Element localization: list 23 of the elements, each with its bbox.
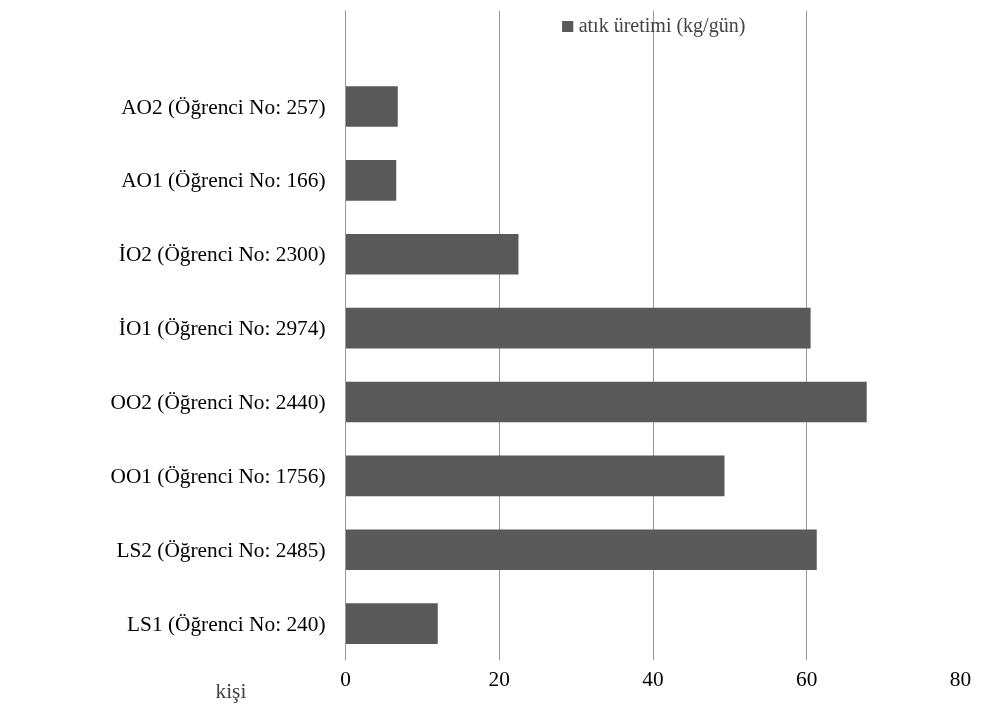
bar (345, 86, 398, 127)
y-tick-label: OO1 (Öğrenci No: 1756) (110, 463, 326, 488)
y-tick-label: İO2 (Öğrenci No: 2300) (118, 242, 326, 267)
legend-label: atık üretimi (kg/gün) (578, 14, 746, 37)
bar (345, 381, 867, 423)
bar (345, 529, 817, 571)
x-tick-label: 80 (949, 666, 972, 691)
x-tick-label: 0 (340, 666, 351, 691)
x-tick-label: 20 (488, 666, 510, 691)
text: kişi (215, 678, 247, 703)
bar (345, 603, 438, 644)
y-tick-label: AO2 (Öğrenci No: 257) (121, 94, 326, 119)
bar (345, 160, 397, 201)
bar (345, 233, 519, 275)
x-tick-label: 40 (642, 666, 664, 691)
x-tick-label: 60 (796, 666, 818, 691)
y-tick-label: LS2 (Öğrenci No: 2485) (116, 537, 326, 562)
y-tick-label: İO1 (Öğrenci No: 2974) (118, 316, 326, 341)
bar (345, 307, 811, 349)
y-tick-label: OO2 (Öğrenci No: 2440) (110, 389, 326, 414)
y-tick-label: LS1 (Öğrenci No: 240) (127, 611, 326, 636)
bar (345, 455, 725, 497)
y-tick-label: AO1 (Öğrenci No: 166) (121, 168, 326, 193)
